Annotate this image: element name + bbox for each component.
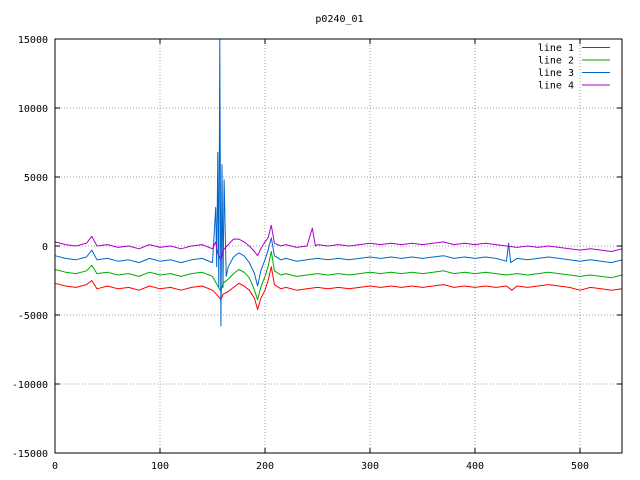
legend-label: line 3 [538,68,574,79]
grid [55,39,622,453]
x-tick-label: 200 [256,461,274,472]
y-tick-label: -10000 [12,380,48,391]
legend-label: line 1 [538,43,574,54]
chart-title: p0240_01 [315,14,363,25]
y-tick-label: 15000 [18,35,48,46]
series-group [54,38,623,327]
x-tick-label: 500 [571,461,589,472]
y-tick-label: 10000 [18,104,48,115]
axes [54,38,623,454]
series-line-1 [54,266,623,310]
series-line-3 [54,38,623,327]
y-tick-label: -5000 [18,311,48,322]
y-tick-label: -15000 [12,449,48,460]
x-tick-label: 300 [361,461,379,472]
series-line-2 [54,251,623,301]
y-tick-label: 0 [42,242,48,253]
legend-label: line 4 [538,81,574,92]
x-tick-label: 0 [52,461,58,472]
series-line-4 [54,224,623,261]
legend-label: line 2 [538,56,574,67]
tick-labels: 0 100 200 300 400 500 -15000 -10000 -5000 0 5000 10… [12,35,622,472]
plot-border [54,38,623,454]
x-tick-label: 400 [466,461,484,472]
x-tick-label: 100 [151,461,169,472]
y-tick-label: 5000 [24,173,48,184]
